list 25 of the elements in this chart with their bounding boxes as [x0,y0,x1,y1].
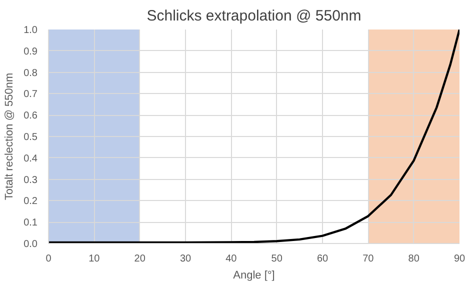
x-tick-label: 10 [88,254,100,264]
y-tick-label: 0.9 [24,46,38,58]
y-tick-label: 0.3 [24,174,38,186]
x-tick-label: 90 [454,254,466,264]
line-series [48,30,460,244]
y-tick-label: 0.8 [24,68,38,79]
y-tick-label: 1.0 [24,25,38,36]
x-tick-label: 30 [180,254,192,264]
y-tick-label: 0.4 [24,153,38,164]
y-tick-label: 0.7 [24,89,38,100]
y-tick-label: 0.5 [24,132,38,143]
y-tick-label: 0.6 [24,110,38,122]
x-tick-label: 0 [46,254,52,264]
x-tick-label: 20 [134,254,146,264]
x-tick-label: 70 [362,254,374,264]
y-tick-label: 0.1 [24,218,38,229]
x-tick-label: 80 [408,254,420,264]
chart-title: Schlicks extrapolation @ 550nm [146,8,362,24]
y-axis-title: Totalt reclection @ 550nm [4,72,16,200]
y-tick-label: 0.2 [24,196,38,208]
x-tick-label: 60 [316,254,328,264]
x-axis-title: Angle [°] [233,270,275,282]
x-tick-label: 50 [271,254,283,264]
x-tick-label: 40 [226,254,238,264]
y-tick-label: 0.0 [24,239,38,250]
